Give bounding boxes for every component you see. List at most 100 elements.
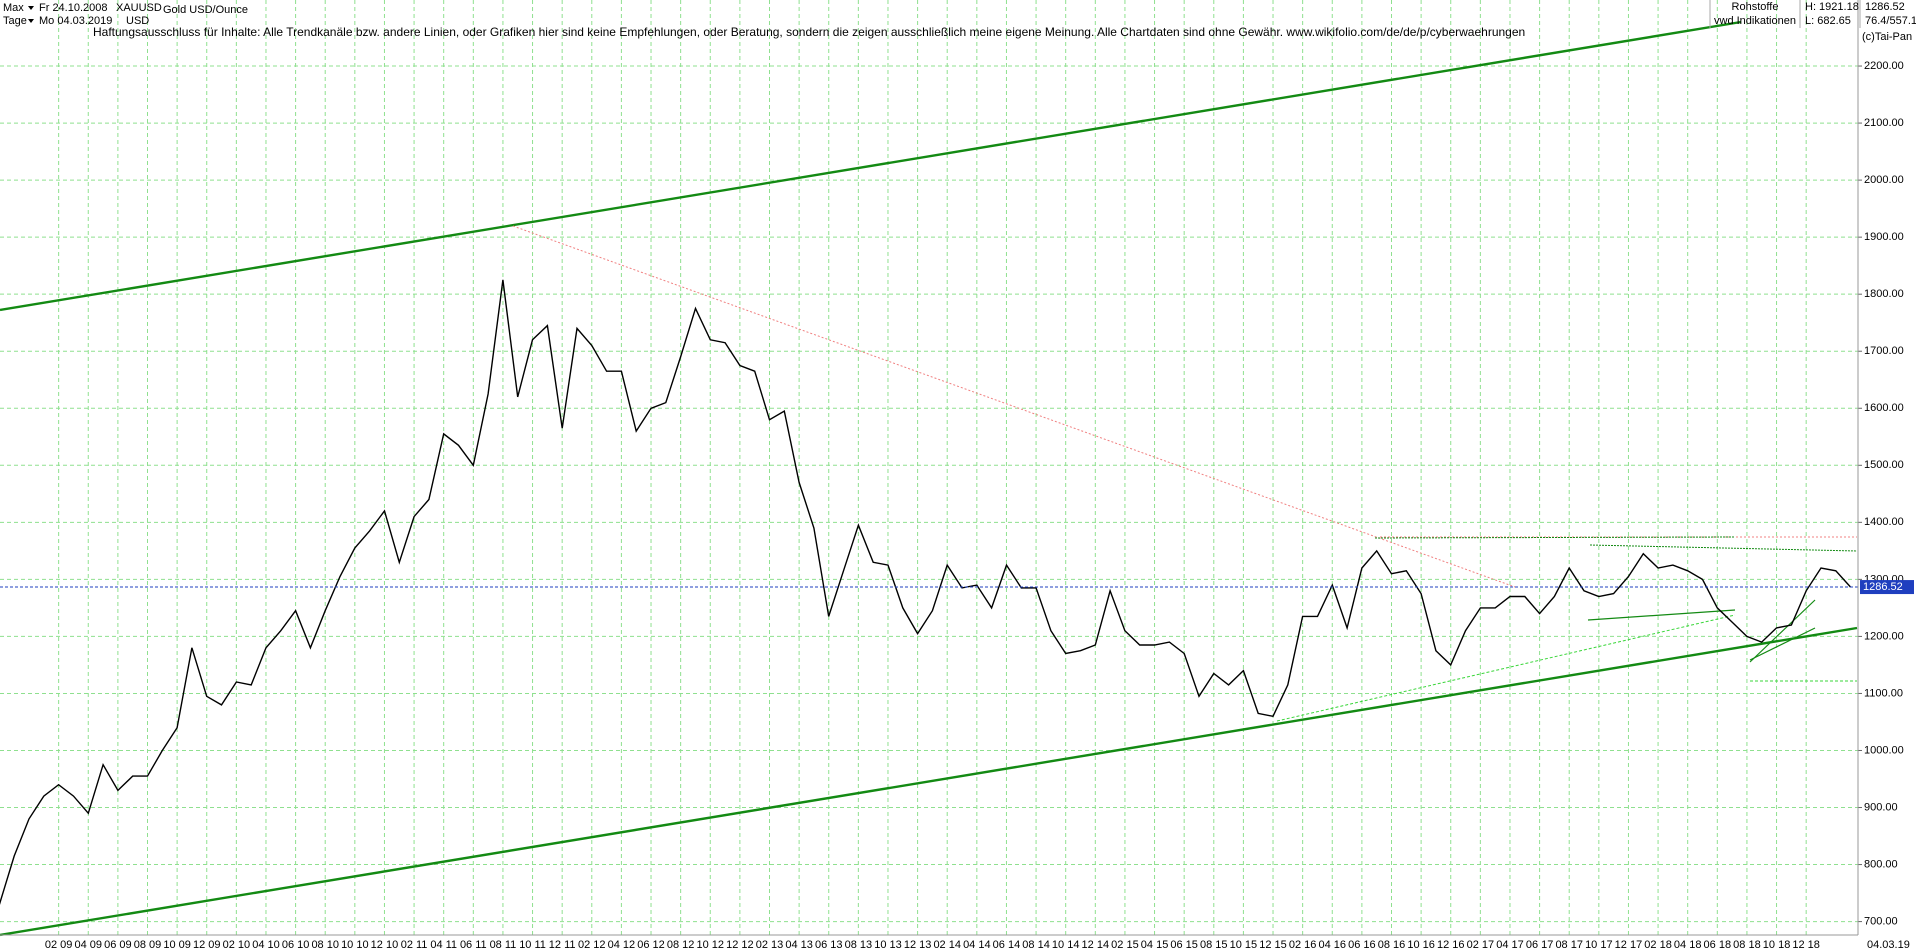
x-tick-label: 06 16 — [1348, 939, 1376, 951]
x-tick-label: 02 16 — [1289, 939, 1317, 951]
x-tick-label: 10 14 — [1052, 939, 1080, 951]
y-tick-label: 1400.00 — [1864, 516, 1904, 528]
x-tick-label: 12 11 — [549, 939, 576, 951]
x-tick-label: 08 11 — [490, 939, 517, 951]
x-tick-label: 08 16 — [1378, 939, 1406, 951]
last-date: 04.03.19 — [1867, 939, 1910, 951]
x-tick-label: 10 10 — [341, 939, 369, 951]
x-tick-label: 12 15 — [1259, 939, 1287, 951]
x-tick-label: 10 17 — [1585, 939, 1613, 951]
x-tick-label: 10 16 — [1407, 939, 1435, 951]
y-tick-label: 1800.00 — [1864, 288, 1904, 300]
trend-lines — [0, 20, 1858, 937]
x-tick-label: 06 18 — [1704, 939, 1732, 951]
x-tick-label: 04 18 — [1674, 939, 1702, 951]
y-tick-label: 2100.00 — [1864, 117, 1904, 129]
x-tick-label: 12 12 — [726, 939, 754, 951]
x-tick-label: 02 11 — [401, 939, 428, 951]
wedge-upper — [1749, 599, 1816, 663]
x-tick-label: 06 10 — [282, 939, 310, 951]
down-trend — [512, 225, 1516, 588]
x-tick-label: 08 09 — [134, 939, 162, 951]
x-tick-label: 06 09 — [104, 939, 132, 951]
dropdown-icon[interactable] — [28, 6, 34, 10]
y-tick-label: 1600.00 — [1864, 402, 1904, 414]
symbol: XAUUSD — [116, 2, 162, 14]
x-tick-label: 10 11 — [519, 939, 546, 951]
x-tick-label: 02 15 — [1111, 939, 1139, 951]
x-tick-label: 10 13 — [874, 939, 902, 951]
x-tick-label: 08 14 — [1022, 939, 1050, 951]
disclaimer: Haftungsausschluss für Inhalte: Alle Tre… — [93, 25, 1525, 39]
x-tick-label: 10 09 — [163, 939, 191, 951]
x-tick-label: 06 13 — [815, 939, 843, 951]
y-tick-label: 900.00 — [1864, 801, 1898, 813]
x-tick-label: 06 17 — [1526, 939, 1554, 951]
dropdown-icon[interactable] — [28, 19, 34, 23]
y-tick-label: 1200.00 — [1864, 630, 1904, 642]
x-tick-label: 08 13 — [845, 939, 873, 951]
range[interactable]: Max — [3, 2, 24, 14]
x-tick-label: 08 15 — [1200, 939, 1228, 951]
source: vwd Indikationen — [1714, 15, 1796, 27]
upper-channel — [0, 20, 1742, 312]
resistance-green — [1374, 536, 1736, 539]
x-tick-label: 08 12 — [667, 939, 695, 951]
x-tick-label: 04 13 — [785, 939, 813, 951]
x-tick-label: 04 14 — [963, 939, 991, 951]
x-tick-label: 04 16 — [1318, 939, 1346, 951]
x-tick-label: 12 14 — [1082, 939, 1110, 951]
x-tick-label: 02 12 — [578, 939, 606, 951]
x-tick-label: 06 11 — [460, 939, 487, 951]
header: Max Fr 24.10.2008 XAUUSD Gold USD/Ounce … — [3, 0, 1916, 951]
x-tick-label: 02 18 — [1644, 939, 1672, 951]
grid — [0, 0, 1862, 935]
x-tick-label: 04 15 — [1141, 939, 1169, 951]
x-tick-label: 12 10 — [371, 939, 399, 951]
x-tick-label: 02 17 — [1467, 939, 1495, 951]
x-tick-label: 04 11 — [430, 939, 457, 951]
y-tick-label: 2200.00 — [1864, 60, 1904, 72]
y-tick-label: 1100.00 — [1864, 687, 1903, 699]
lower-channel — [0, 626, 1858, 937]
x-tick-label: 06 12 — [637, 939, 665, 951]
x-tick-label: 12 16 — [1437, 939, 1465, 951]
end-date: Mo 04.03.2019 — [39, 15, 112, 27]
x-tick-label: 04 09 — [74, 939, 102, 951]
x-tick-label: 04 12 — [608, 939, 636, 951]
x-tick-label: 04 17 — [1496, 939, 1524, 951]
y-tick-label: 800.00 — [1864, 858, 1898, 870]
currency: USD — [126, 15, 149, 27]
y-tick-label: 700.00 — [1864, 915, 1898, 927]
x-tick-label: 06 15 — [1170, 939, 1198, 951]
ratio: 76.4/557.1 — [1865, 15, 1916, 27]
y-tick-label: 1000.00 — [1864, 744, 1904, 756]
y-tick-label: 1900.00 — [1864, 231, 1904, 243]
instrument-name: Gold USD/Ounce — [163, 4, 248, 16]
plot — [0, 279, 1858, 905]
price-line — [0, 279, 1852, 905]
x-tick-label: 12 18 — [1792, 939, 1820, 951]
x-tick-label: 08 17 — [1555, 939, 1583, 951]
y-tick-label: 1500.00 — [1864, 459, 1904, 471]
x-tick-label: 02 13 — [756, 939, 784, 951]
x-tick-label: 08 18 — [1733, 939, 1761, 951]
x-tick-label: 12 17 — [1615, 939, 1643, 951]
low: L: 682.65 — [1805, 15, 1851, 27]
x-tick-label: 10 12 — [696, 939, 724, 951]
x-tick-label: 02 10 — [223, 939, 251, 951]
y-tick-label: 1700.00 — [1864, 345, 1904, 357]
x-tick-label: 12 13 — [904, 939, 932, 951]
last-price: 1286.52 — [1865, 1, 1905, 13]
x-tick-label: 12 09 — [193, 939, 221, 951]
x-tick-label: 06 14 — [993, 939, 1021, 951]
y-tick-label: 2000.00 — [1864, 174, 1904, 186]
x-tick-label: 08 10 — [311, 939, 339, 951]
resistance-green-2 — [1589, 544, 1858, 552]
x-tick-label: 02 14 — [933, 939, 961, 951]
high: H: 1921.18 — [1805, 1, 1859, 13]
start-date: Fr 24.10.2008 — [39, 2, 108, 14]
period[interactable]: Tage — [3, 15, 27, 27]
